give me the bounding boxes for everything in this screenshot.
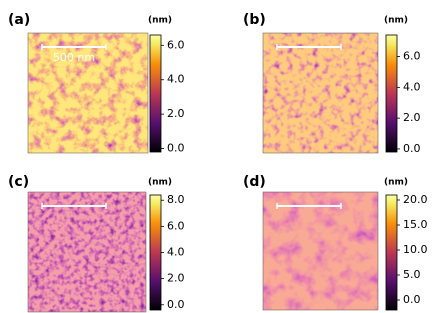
afm-image [263,192,378,310]
panel-label: (c) [8,174,29,190]
colorbar-tick-label: 4.0 [167,73,185,86]
afm-image [28,33,148,153]
colorbar-tick-label: 4.0 [167,246,185,259]
colorbar-tick-label: 20.0 [403,193,428,206]
colorbar [385,194,398,311]
afm-image [263,33,378,153]
colorbar-unit: (nm) [148,178,172,188]
colorbar-tick-label: 6.0 [167,219,185,232]
colorbar-tick-label: 8.0 [167,193,185,206]
panel-label: (a) [8,12,30,28]
image-frame [27,32,149,154]
colorbar-tick-label: 2.0 [167,272,185,285]
panel-label: (b) [243,12,266,28]
colorbar [149,34,162,153]
colorbar-tick-label: 15.0 [403,218,428,231]
image-frame [262,191,379,311]
image-frame [262,32,379,154]
colorbar-tick-label: 6.0 [167,38,185,51]
colorbar-tick-label: 0.0 [167,298,185,311]
colorbar-tick-label: 0.0 [403,293,421,306]
colorbar-tick-label: 4.0 [403,80,421,93]
panel-label: (d) [243,174,266,190]
colorbar [149,194,162,311]
scale-bar-label: 500 nm [53,51,95,64]
colorbar-unit: (nm) [384,16,408,26]
colorbar [385,34,398,153]
afm-image [28,192,146,312]
colorbar-tick-label: 2.0 [167,107,185,120]
colorbar-tick-label: 5.0 [403,268,421,281]
colorbar-tick-label: 0.0 [167,142,185,155]
colorbar-tick-label: 6.0 [403,50,421,63]
colorbar-unit: (nm) [384,178,408,188]
colorbar-unit: (nm) [148,16,172,26]
colorbar-tick-label: 0.0 [403,142,421,155]
image-frame [27,191,147,313]
colorbar-tick-label: 2.0 [403,111,421,124]
colorbar-tick-label: 10.0 [403,243,428,256]
